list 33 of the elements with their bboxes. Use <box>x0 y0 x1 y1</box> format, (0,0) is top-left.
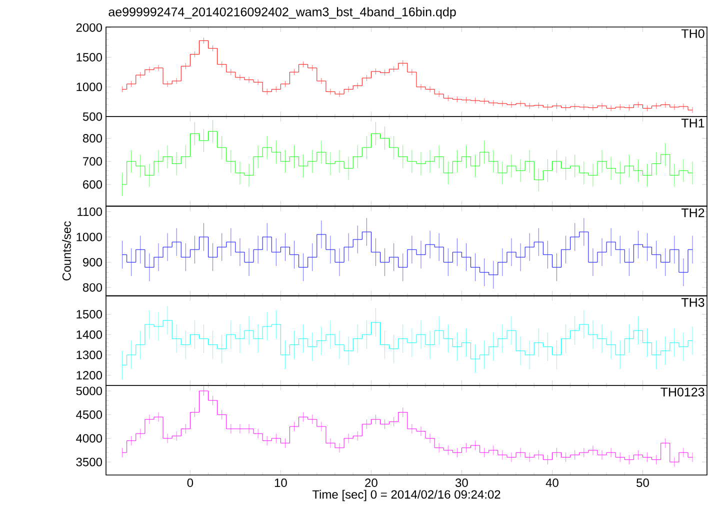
x-axis-title: Time [sec] 0 = 2014/02/16 09:24:02 <box>312 490 500 502</box>
y-tick-label: 1300 <box>76 350 102 360</box>
y-axis-title: Counts/sec <box>62 221 71 280</box>
y-tick-label: 5000 <box>76 386 102 396</box>
y-tick-label: 800 <box>82 134 102 143</box>
annotation: TH0123 <box>660 388 704 396</box>
y-tick-label: 600 <box>83 180 102 189</box>
y-tick-label: 700 <box>83 157 102 166</box>
y-tick-label: 1000 <box>76 232 102 242</box>
annotation: TH2 <box>681 208 704 218</box>
y-tick-label: 2000 <box>76 23 102 32</box>
y-tick-label: 500 <box>82 112 102 121</box>
x-tick-label: 30 <box>455 478 468 488</box>
x-tick-label: 50 <box>636 478 649 488</box>
y-tick-label: 800 <box>82 283 102 292</box>
annotation: TH1 <box>681 118 704 128</box>
x-tick-label: 20 <box>365 478 378 488</box>
chart-title: ae999992474_20140216092402_wam3_bst_4band_16bin.qdp <box>108 7 456 19</box>
y-tick-label: 1100 <box>78 207 102 216</box>
x-tick-label: 0 <box>187 478 194 488</box>
y-tick-label: 1500 <box>76 53 102 62</box>
annotation: TH0 <box>681 29 704 38</box>
y-tick-label: 900 <box>83 258 102 266</box>
y-tick-label: 1200 <box>76 370 102 380</box>
y-tick-label: 4500 <box>76 410 102 419</box>
y-tick-label: 1000 <box>76 82 102 92</box>
y-tick-label: 4000 <box>76 434 102 443</box>
x-tick-label: 10 <box>274 478 287 488</box>
y-tick-label: 3500 <box>76 458 102 466</box>
annotation: TH3 <box>681 298 704 307</box>
x-tick-label: 40 <box>546 478 558 488</box>
y-tick-label: 1400 <box>76 330 102 339</box>
y-tick-label: 1500 <box>76 310 102 319</box>
